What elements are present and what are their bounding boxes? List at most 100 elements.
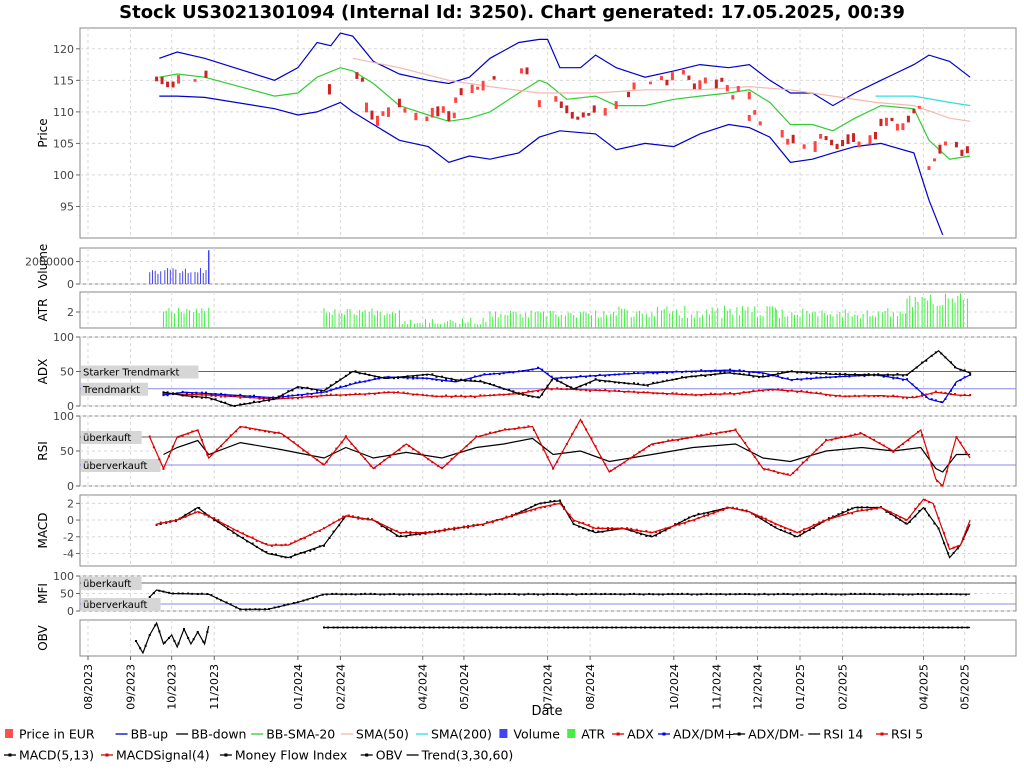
macd-data-point [366, 518, 369, 521]
adx-data-point [460, 378, 463, 381]
adx-data-point [901, 396, 904, 399]
adx-data-point [825, 372, 828, 375]
mfi-data-point [398, 593, 401, 596]
macd-data-point [578, 525, 581, 528]
adx-data-point [589, 374, 592, 377]
macd-data-point [226, 528, 229, 531]
price-candle [576, 116, 580, 120]
adx-data-point [521, 393, 524, 396]
adx-data-point [959, 368, 962, 371]
adx-data-point [301, 387, 304, 390]
macd-data-point [261, 549, 264, 552]
adx-data-point [944, 356, 947, 359]
adx-data-point [819, 392, 822, 395]
adx-data-point [925, 396, 928, 399]
rsi-data-point [354, 447, 357, 450]
macd-data-point [194, 511, 197, 514]
obv-data-point [543, 626, 546, 629]
price-candle [587, 113, 591, 116]
adx-data-point [829, 394, 832, 397]
rsi-data-point [609, 469, 612, 472]
macd-data-point [290, 556, 293, 559]
macd-data-point [841, 513, 844, 516]
adx-data-point [416, 377, 419, 380]
adx-data-point [713, 373, 716, 376]
price-candle [364, 102, 368, 113]
legend-label: BB-down [191, 727, 246, 742]
adx-data-point [901, 378, 904, 381]
rsi-data-point [325, 460, 328, 463]
price-candle [873, 131, 877, 140]
mfi-data-point [561, 593, 564, 596]
adx-data-point [421, 373, 424, 376]
rsi-data-point [667, 439, 670, 442]
mfi-data-point [882, 593, 885, 596]
macd-data-point [808, 529, 811, 532]
rsi-data-point [248, 427, 251, 430]
macd-data-point [779, 525, 782, 528]
adx-data-point [825, 393, 828, 396]
macd-y-tick-label: -4 [63, 547, 74, 560]
rsi-data-point [681, 437, 684, 440]
adx-data-point [934, 390, 937, 393]
price-candle [943, 141, 947, 146]
rsi-threshold-label-bg [81, 431, 142, 444]
adx-data-point [834, 372, 837, 375]
adx-data-point [440, 375, 443, 378]
obv-data-point [370, 626, 373, 629]
adx-data-point [896, 395, 899, 398]
x-tick-label: 11/2023 [208, 664, 221, 710]
adx-data-point [704, 374, 707, 377]
macd-data-point [309, 549, 312, 552]
macd-data-point [530, 506, 533, 509]
adx-data-point [253, 396, 256, 399]
macd-data-point [770, 520, 773, 523]
adx-data-point [589, 389, 592, 392]
price-candle [846, 134, 850, 144]
rsi-data-point [263, 430, 266, 433]
adx-data-point [556, 377, 559, 380]
adx-data-point [268, 396, 271, 399]
adx-data-point [560, 381, 563, 384]
price-candle [852, 133, 856, 142]
rsi-data-point [475, 435, 478, 438]
rsi-data-point [552, 467, 555, 470]
adx-data-point [310, 388, 313, 391]
obv-data-point [499, 626, 502, 629]
rsi-data-point [590, 437, 593, 440]
macd-data-point [438, 530, 441, 533]
mfi-data-point [690, 593, 693, 596]
mfi-threshold-label: überkauft [83, 579, 131, 590]
adx-data-point [940, 391, 943, 394]
macd-data-point [510, 513, 513, 516]
adx-data-point [906, 378, 909, 381]
adx-data-point [642, 383, 645, 386]
adx-data-point [623, 372, 626, 375]
macd-data-point [635, 531, 638, 534]
macd-series-macdsignal-4-markers [155, 498, 969, 549]
macd-data-point [678, 523, 681, 526]
rsi-data-point [417, 451, 420, 454]
mfi-data-point [427, 593, 430, 596]
macd-data-point [198, 511, 201, 514]
adx-data-point [224, 395, 227, 398]
price-candle [670, 72, 674, 81]
legend-item: BB-SMA-20 [251, 727, 335, 742]
adx-data-point [585, 389, 588, 392]
rsi-data-point [542, 448, 545, 451]
rsi-data-point [633, 454, 636, 457]
adx-data-point [262, 396, 265, 399]
obv-data-point [816, 626, 819, 629]
adx-data-point [329, 384, 332, 387]
obv-data-point [351, 626, 354, 629]
macd-data-point [582, 527, 585, 530]
rsi-data-point [907, 439, 910, 442]
price-y-tick-label: 100 [53, 169, 74, 182]
mfi-data-point [335, 592, 338, 595]
adx-data-point [694, 394, 697, 397]
macd-data-point [866, 506, 869, 509]
mfi-threshold-label-bg [81, 598, 161, 611]
adx-data-point [815, 376, 818, 379]
obv-data-point [668, 626, 671, 629]
obv-data-point [139, 647, 142, 650]
